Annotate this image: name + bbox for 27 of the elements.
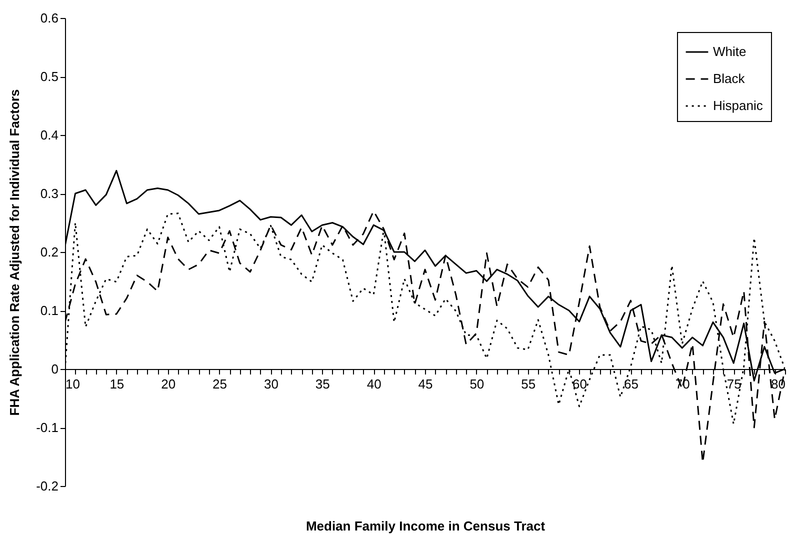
y-tick-label: 0.1 [40,303,58,318]
y-tick-label: 0.6 [40,10,58,26]
y-tick-label: 0.5 [40,69,58,84]
x-tick-label: 15 [110,376,124,392]
x-tick-label: 50 [470,376,484,392]
legend-label: Hispanic [713,98,764,113]
x-tick-label: 45 [418,376,433,392]
y-tick-label: -0.1 [36,420,58,435]
x-tick-label: 20 [161,376,176,392]
x-tick-label: 75 [726,376,742,392]
x-tick-label: 60 [572,376,588,392]
x-tick-label: 25 [212,376,228,392]
y-tick-label: 0.4 [40,128,58,142]
x-tick-label: 35 [315,376,330,392]
y-tick-label: 0.2 [40,244,58,260]
x-tick-label: 65 [624,376,638,392]
y-tick-label: 0.3 [40,186,58,201]
legend-label: White [713,44,746,59]
x-tick-label: 30 [264,376,278,392]
legend-label: Black [713,71,746,86]
x-axis-title: Median Family Income in Census Tract [306,518,546,534]
y-axis-title: FHA Application Rate Adjusted for Individual Factors [7,89,22,416]
y-tick-label: -0.2 [36,478,58,494]
y-tick-label: 0 [51,362,58,376]
x-tick-label: 40 [366,376,382,392]
x-tick-label: 55 [521,376,536,392]
x-tick-label: 10 [66,376,80,392]
